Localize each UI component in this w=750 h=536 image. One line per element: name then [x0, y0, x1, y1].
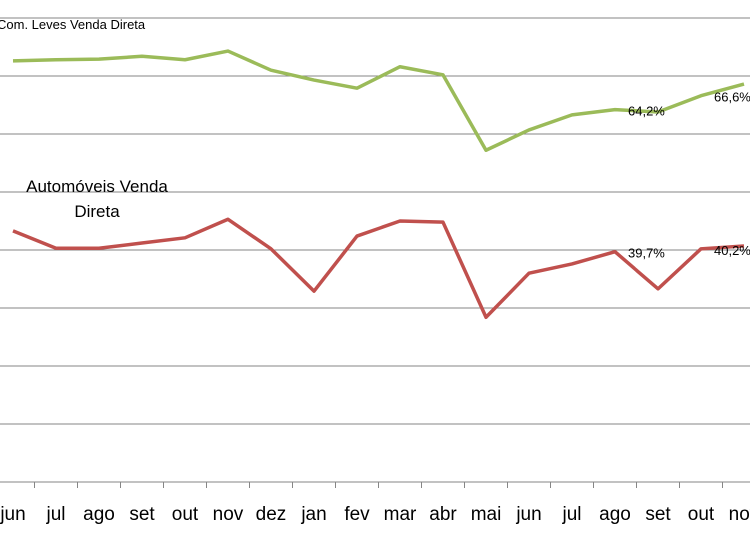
x-tick-label: jun: [0, 504, 26, 525]
series-label: Automóveis Venda Direta: [26, 177, 168, 221]
x-tick-label: set: [645, 504, 671, 525]
x-tick-label: mar: [384, 504, 417, 525]
x-tick-label: mai: [471, 504, 502, 525]
data-label: 64,2%: [628, 104, 665, 119]
x-tick-label: abr: [429, 504, 457, 525]
x-tick-label: nov: [213, 504, 244, 525]
x-tick-label: jan: [300, 504, 326, 525]
data-label: 39,7%: [628, 246, 665, 261]
x-tick-label: jul: [45, 504, 65, 525]
series-label: Com. Leves Venda Direta: [0, 17, 146, 32]
x-tick-label: dez: [256, 504, 287, 525]
x-tick-label: out: [688, 504, 715, 525]
data-label: 40,2%: [714, 243, 750, 258]
x-tick-label: ago: [83, 504, 115, 525]
series-line: [12, 49, 745, 152]
x-tick-label: fev: [344, 504, 370, 525]
x-tick-label: jun: [515, 504, 541, 525]
x-tick-label: jul: [561, 504, 581, 525]
x-tick-label: out: [172, 504, 199, 525]
series-line: [12, 217, 745, 320]
x-tick-label: nov: [729, 504, 750, 525]
x-tick-label: ago: [599, 504, 631, 525]
x-tick-label: set: [129, 504, 155, 525]
data-label: 66,6%: [714, 90, 750, 105]
